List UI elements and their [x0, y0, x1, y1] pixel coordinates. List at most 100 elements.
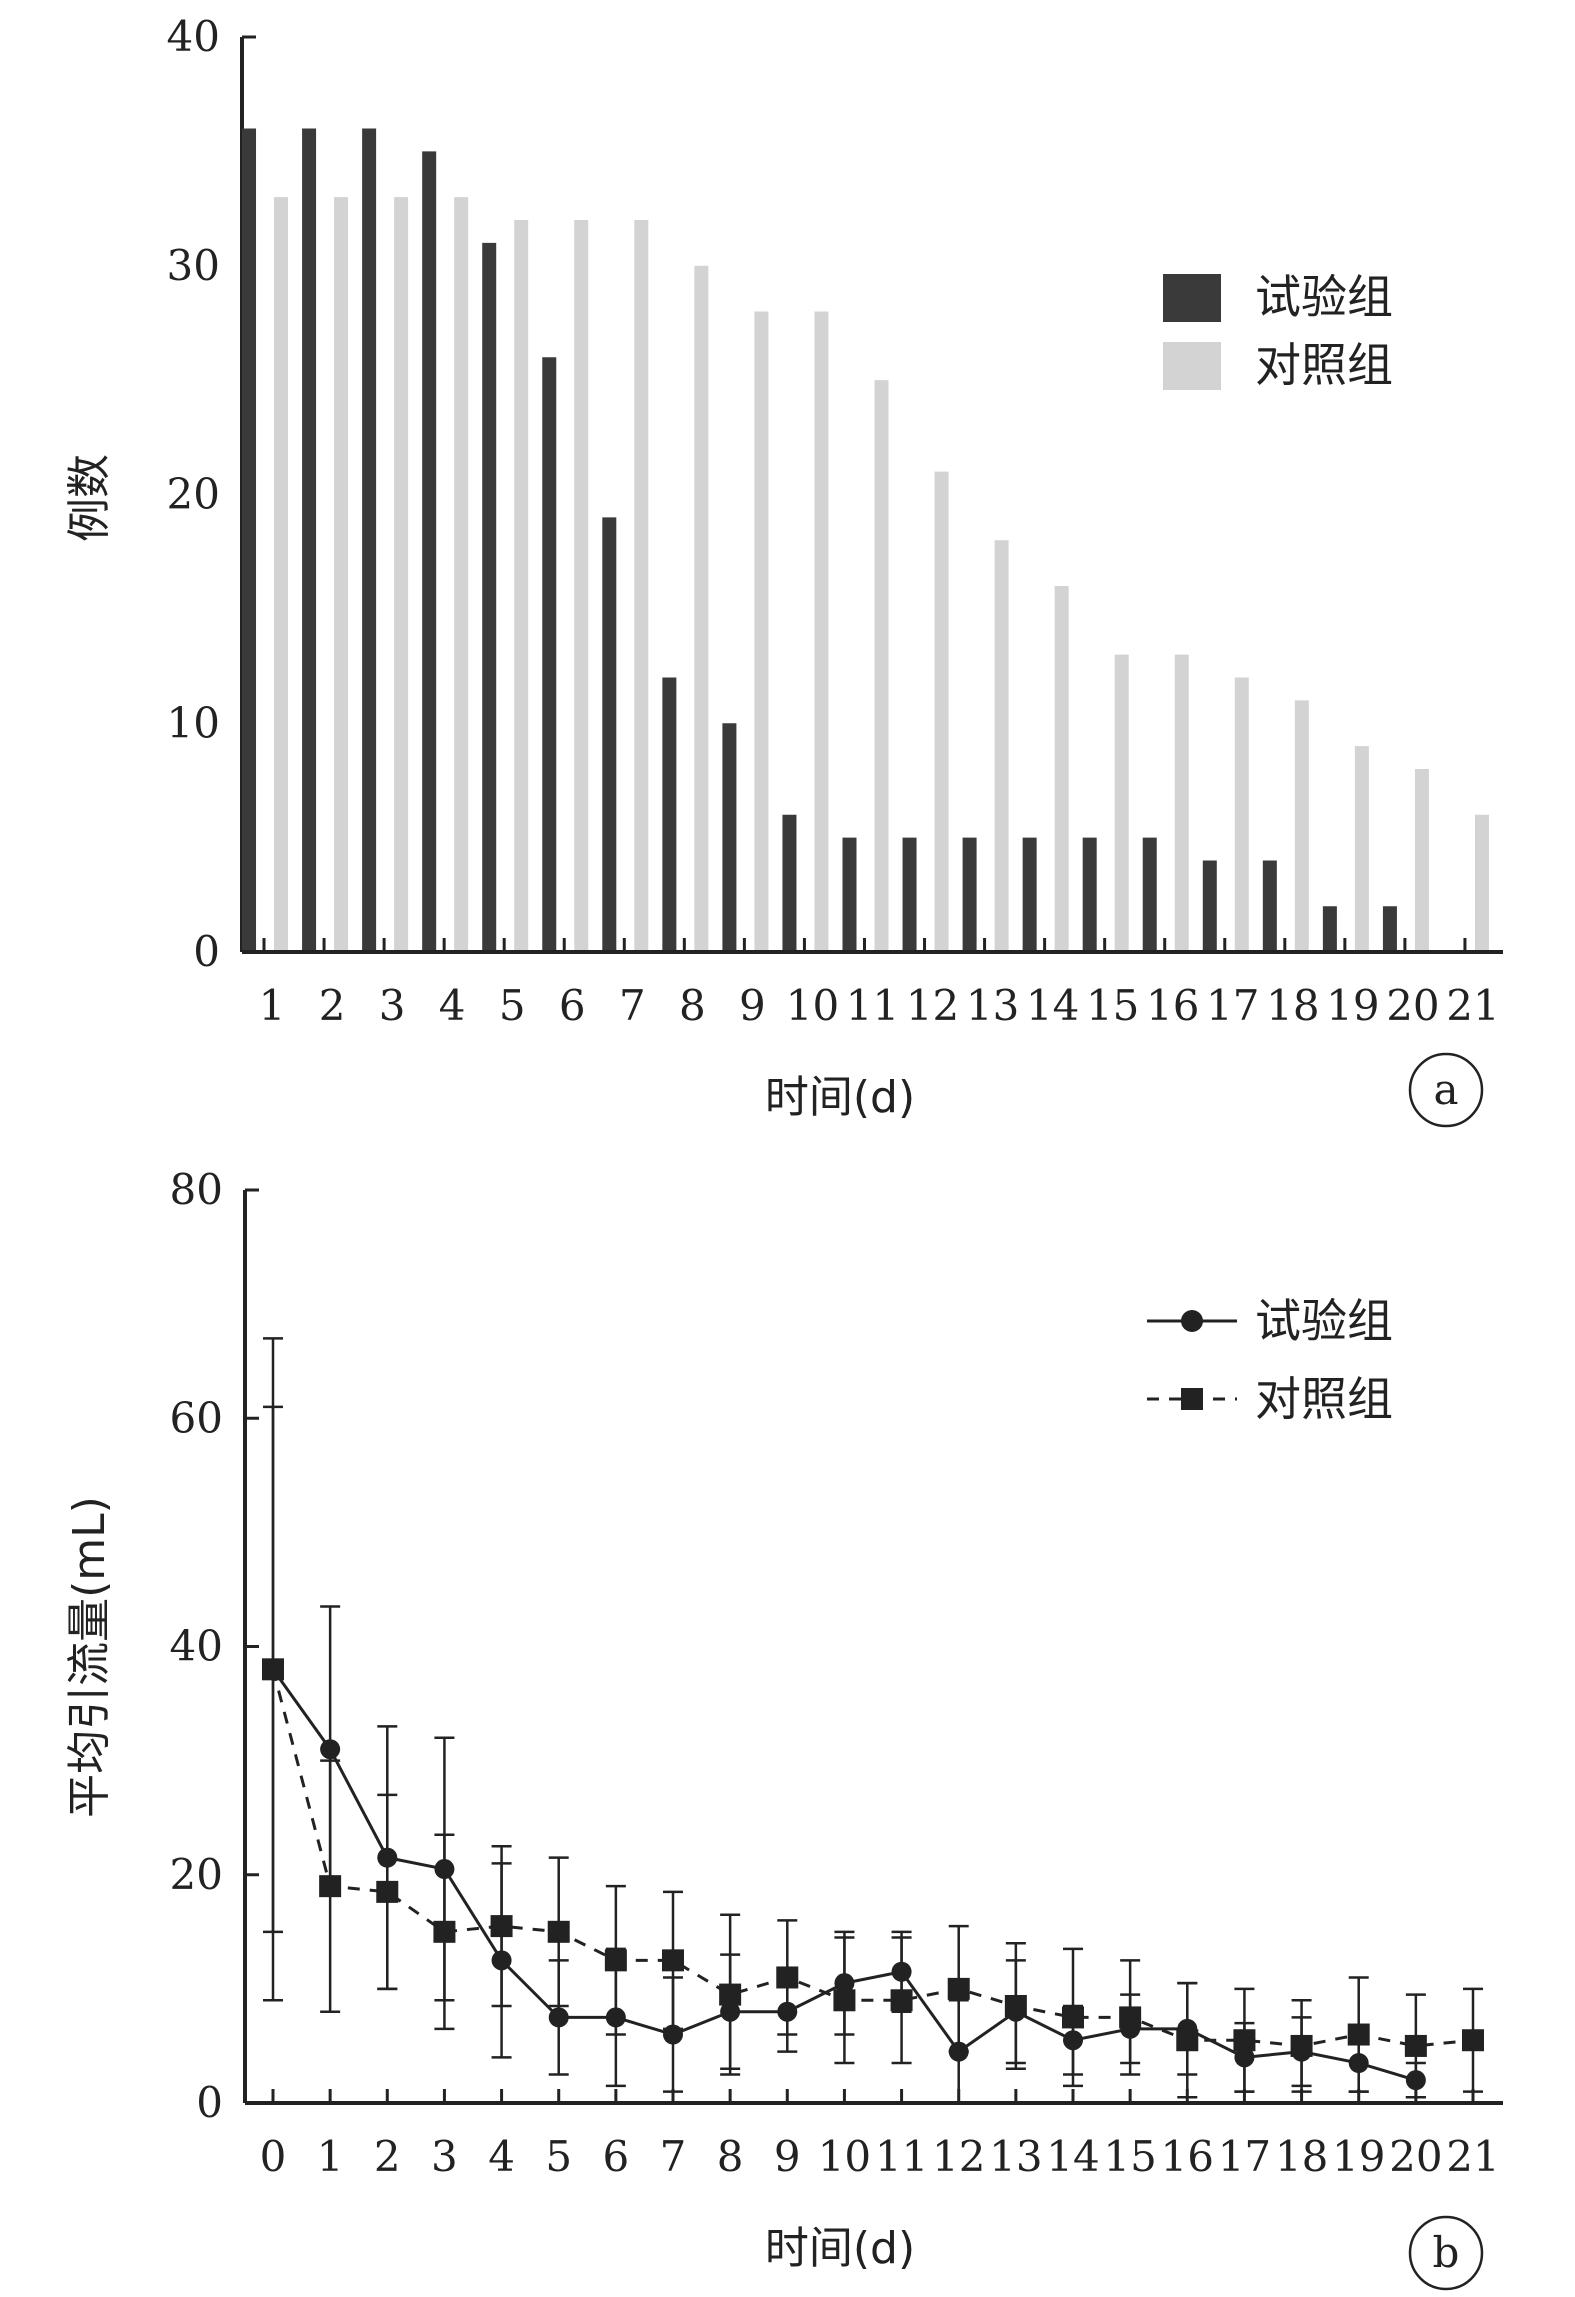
b-x-tick-label: 5: [545, 2132, 572, 2181]
a-bars: [242, 128, 1489, 952]
a-y-tick-label: 20: [167, 470, 220, 519]
b-x-tick-label: 7: [660, 2132, 687, 2181]
b-x-tick-label: 18: [1275, 2132, 1328, 2181]
b-x-axis: 0 1 2 3 4 5 6 7 8 9 10 11 12 13 14 15 16 17 18 19 20 21: [245, 2089, 1503, 2181]
b-point-control: [1062, 2006, 1084, 2029]
b-point-trial: [320, 1739, 341, 1760]
b-point-control: [833, 1989, 856, 2012]
b-legend-label-trial: 试验组: [1255, 1294, 1393, 1348]
a-bar-trial: [1262, 860, 1277, 952]
b-x-tick-label: 1: [317, 2132, 344, 2181]
a-bar-control: [1054, 586, 1069, 952]
b-panel-letter: b: [1433, 2228, 1460, 2277]
a-y-tick-label: 0: [193, 927, 220, 976]
b-x-tick-label: 20: [1389, 2132, 1442, 2181]
a-x-tick-label: 13: [966, 981, 1019, 1030]
b-point-control: [776, 1966, 799, 1989]
a-x-tick-label: 8: [679, 981, 706, 1030]
b-legend: 试验组 对照组: [1147, 1294, 1393, 1426]
b-y-tick-label: 80: [170, 1165, 223, 1214]
a-x-tick-label: 3: [379, 981, 406, 1030]
a-bar-control: [1114, 654, 1129, 952]
b-y-tick-label: 20: [170, 1850, 223, 1899]
a-bar-trial: [962, 837, 977, 952]
a-y-tick-label: 30: [167, 241, 220, 290]
a-y-tick-label: 40: [167, 12, 220, 61]
b-point-control: [1347, 2023, 1370, 2046]
a-bar-control: [274, 197, 289, 952]
b-point-control: [947, 1977, 970, 2000]
b-x-tick-label: 21: [1446, 2132, 1499, 2181]
b-point-control: [547, 1920, 570, 1943]
a-bar-control: [454, 197, 469, 952]
b-x-tick-label: 11: [875, 2132, 928, 2181]
a-bar-control: [514, 220, 529, 952]
b-y-axis: 0 20 40 60 80: [170, 1165, 259, 2127]
a-bar-trial: [482, 242, 497, 952]
a-legend-label-control: 对照组: [1255, 338, 1393, 392]
b-point-control: [433, 1920, 456, 1943]
a-bar-trial: [302, 128, 317, 952]
a-x-tick-label: 20: [1386, 981, 1439, 1030]
a-bar-control: [994, 540, 1009, 952]
a-bar-trial: [602, 517, 617, 952]
b-legend-marker-trial: [1181, 1310, 1203, 1332]
a-x-tick-label: 4: [439, 981, 466, 1030]
a-legend-swatch-control: [1163, 342, 1221, 390]
b-point-trial: [548, 2007, 569, 2028]
a-x-tick-label: 5: [499, 981, 526, 1030]
a-x-tick-label: 18: [1266, 981, 1319, 1030]
a-bar-control: [814, 311, 829, 952]
a-bar-trial: [662, 677, 677, 952]
a-y-axis-title: 例数: [64, 454, 115, 542]
a-bar-trial: [422, 151, 437, 952]
b-point-control: [719, 1983, 742, 2006]
a-x-tick-label: 14: [1026, 981, 1079, 1030]
a-x-tick-label: 21: [1446, 981, 1499, 1030]
b-point-control: [319, 1875, 342, 1898]
b-point-control: [890, 1989, 913, 2012]
a-bar-trial: [1022, 837, 1037, 952]
b-x-tick-label: 6: [602, 2132, 629, 2181]
a-x-axis-title: 时间(d): [765, 1072, 915, 1123]
a-bar-control: [1354, 746, 1369, 952]
a-x-tick-label: 7: [619, 981, 646, 1030]
b-legend-marker-control: [1181, 1388, 1203, 1410]
a-bar-control: [934, 471, 949, 952]
a-bar-trial: [362, 128, 377, 952]
b-x-tick-label: 8: [717, 2132, 744, 2181]
a-x-tick-label: 17: [1206, 981, 1259, 1030]
a-x-tick-label: 19: [1326, 981, 1379, 1030]
b-point-control: [1462, 2029, 1484, 2052]
b-point-control: [262, 1658, 284, 1681]
b-y-axis-title: 平均引流量(mL): [64, 1496, 115, 1818]
a-x-tick-label: 1: [259, 981, 286, 1030]
b-x-tick-label: 12: [932, 2132, 985, 2181]
b-x-tick-label: 16: [1161, 2132, 1214, 2181]
a-legend-label-trial: 试验组: [1255, 270, 1393, 324]
b-point-control: [490, 1915, 513, 1938]
b-point-control: [662, 1949, 684, 1972]
a-bar-trial: [782, 814, 797, 952]
b-x-tick-label: 4: [488, 2132, 515, 2181]
a-x-tick-label: 11: [846, 981, 899, 1030]
a-bar-trial: [1322, 906, 1337, 952]
a-bar-trial: [842, 837, 857, 952]
b-x-tick-label: 0: [260, 2132, 287, 2181]
b-x-tick-label: 9: [774, 2132, 801, 2181]
b-legend-label-control: 对照组: [1255, 1372, 1393, 1426]
a-x-tick-label: 6: [559, 981, 586, 1030]
a-bar-control: [694, 265, 709, 952]
b-y-tick-label: 40: [170, 1622, 223, 1671]
b-panel-label: b: [1408, 2215, 1484, 2291]
a-x-tick-label: 10: [786, 981, 839, 1030]
a-bar-control: [1474, 814, 1489, 952]
a-y-tick-label: 10: [167, 698, 220, 747]
a-x-axis: 1 2 3 4 5 6 7 8 9 10 11 12 13 14 15 16 17 18 19 20 21: [242, 938, 1503, 1030]
a-bar-control: [334, 197, 349, 952]
b-point-control: [1004, 1994, 1027, 2017]
a-legend: 试验组 对照组: [1163, 270, 1393, 392]
b-point-control: [1176, 2029, 1199, 2052]
